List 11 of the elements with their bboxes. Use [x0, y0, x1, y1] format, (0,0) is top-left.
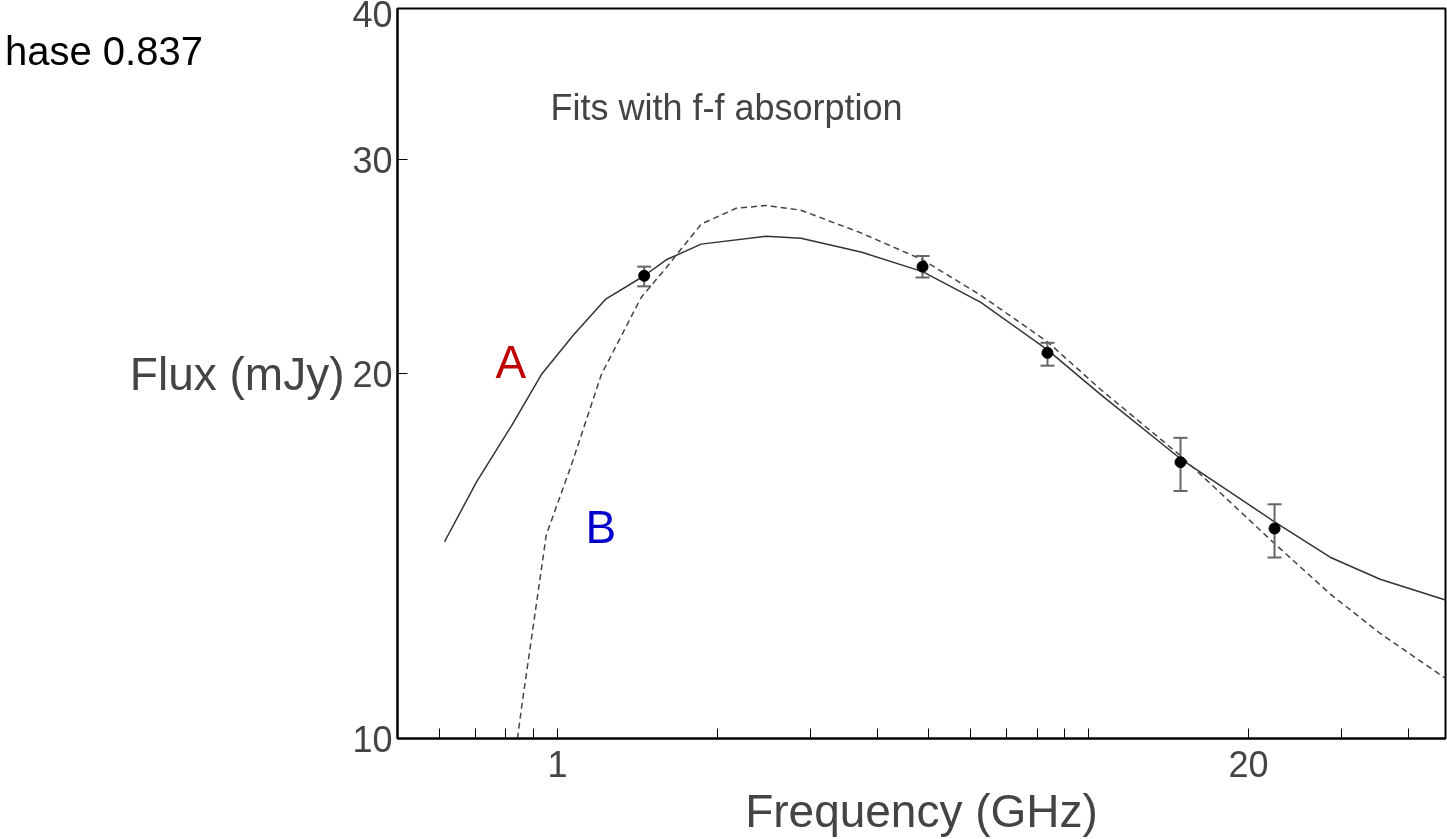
y-tick-label: 40: [352, 0, 393, 35]
x-axis-title: Frequency (GHz): [745, 784, 1098, 837]
y-tick-label: 20: [352, 353, 393, 395]
y-axis-title: Flux (mJy): [129, 347, 345, 400]
annotation: Fits with f-f absorption: [550, 86, 903, 128]
y-tick-label: 30: [352, 139, 393, 181]
series-label: A: [495, 335, 527, 388]
series-label: B: [585, 500, 617, 553]
y-tick-label: 10: [352, 718, 393, 760]
text: hase 0.837: [5, 28, 203, 75]
x-tick-label: 1: [547, 743, 568, 785]
